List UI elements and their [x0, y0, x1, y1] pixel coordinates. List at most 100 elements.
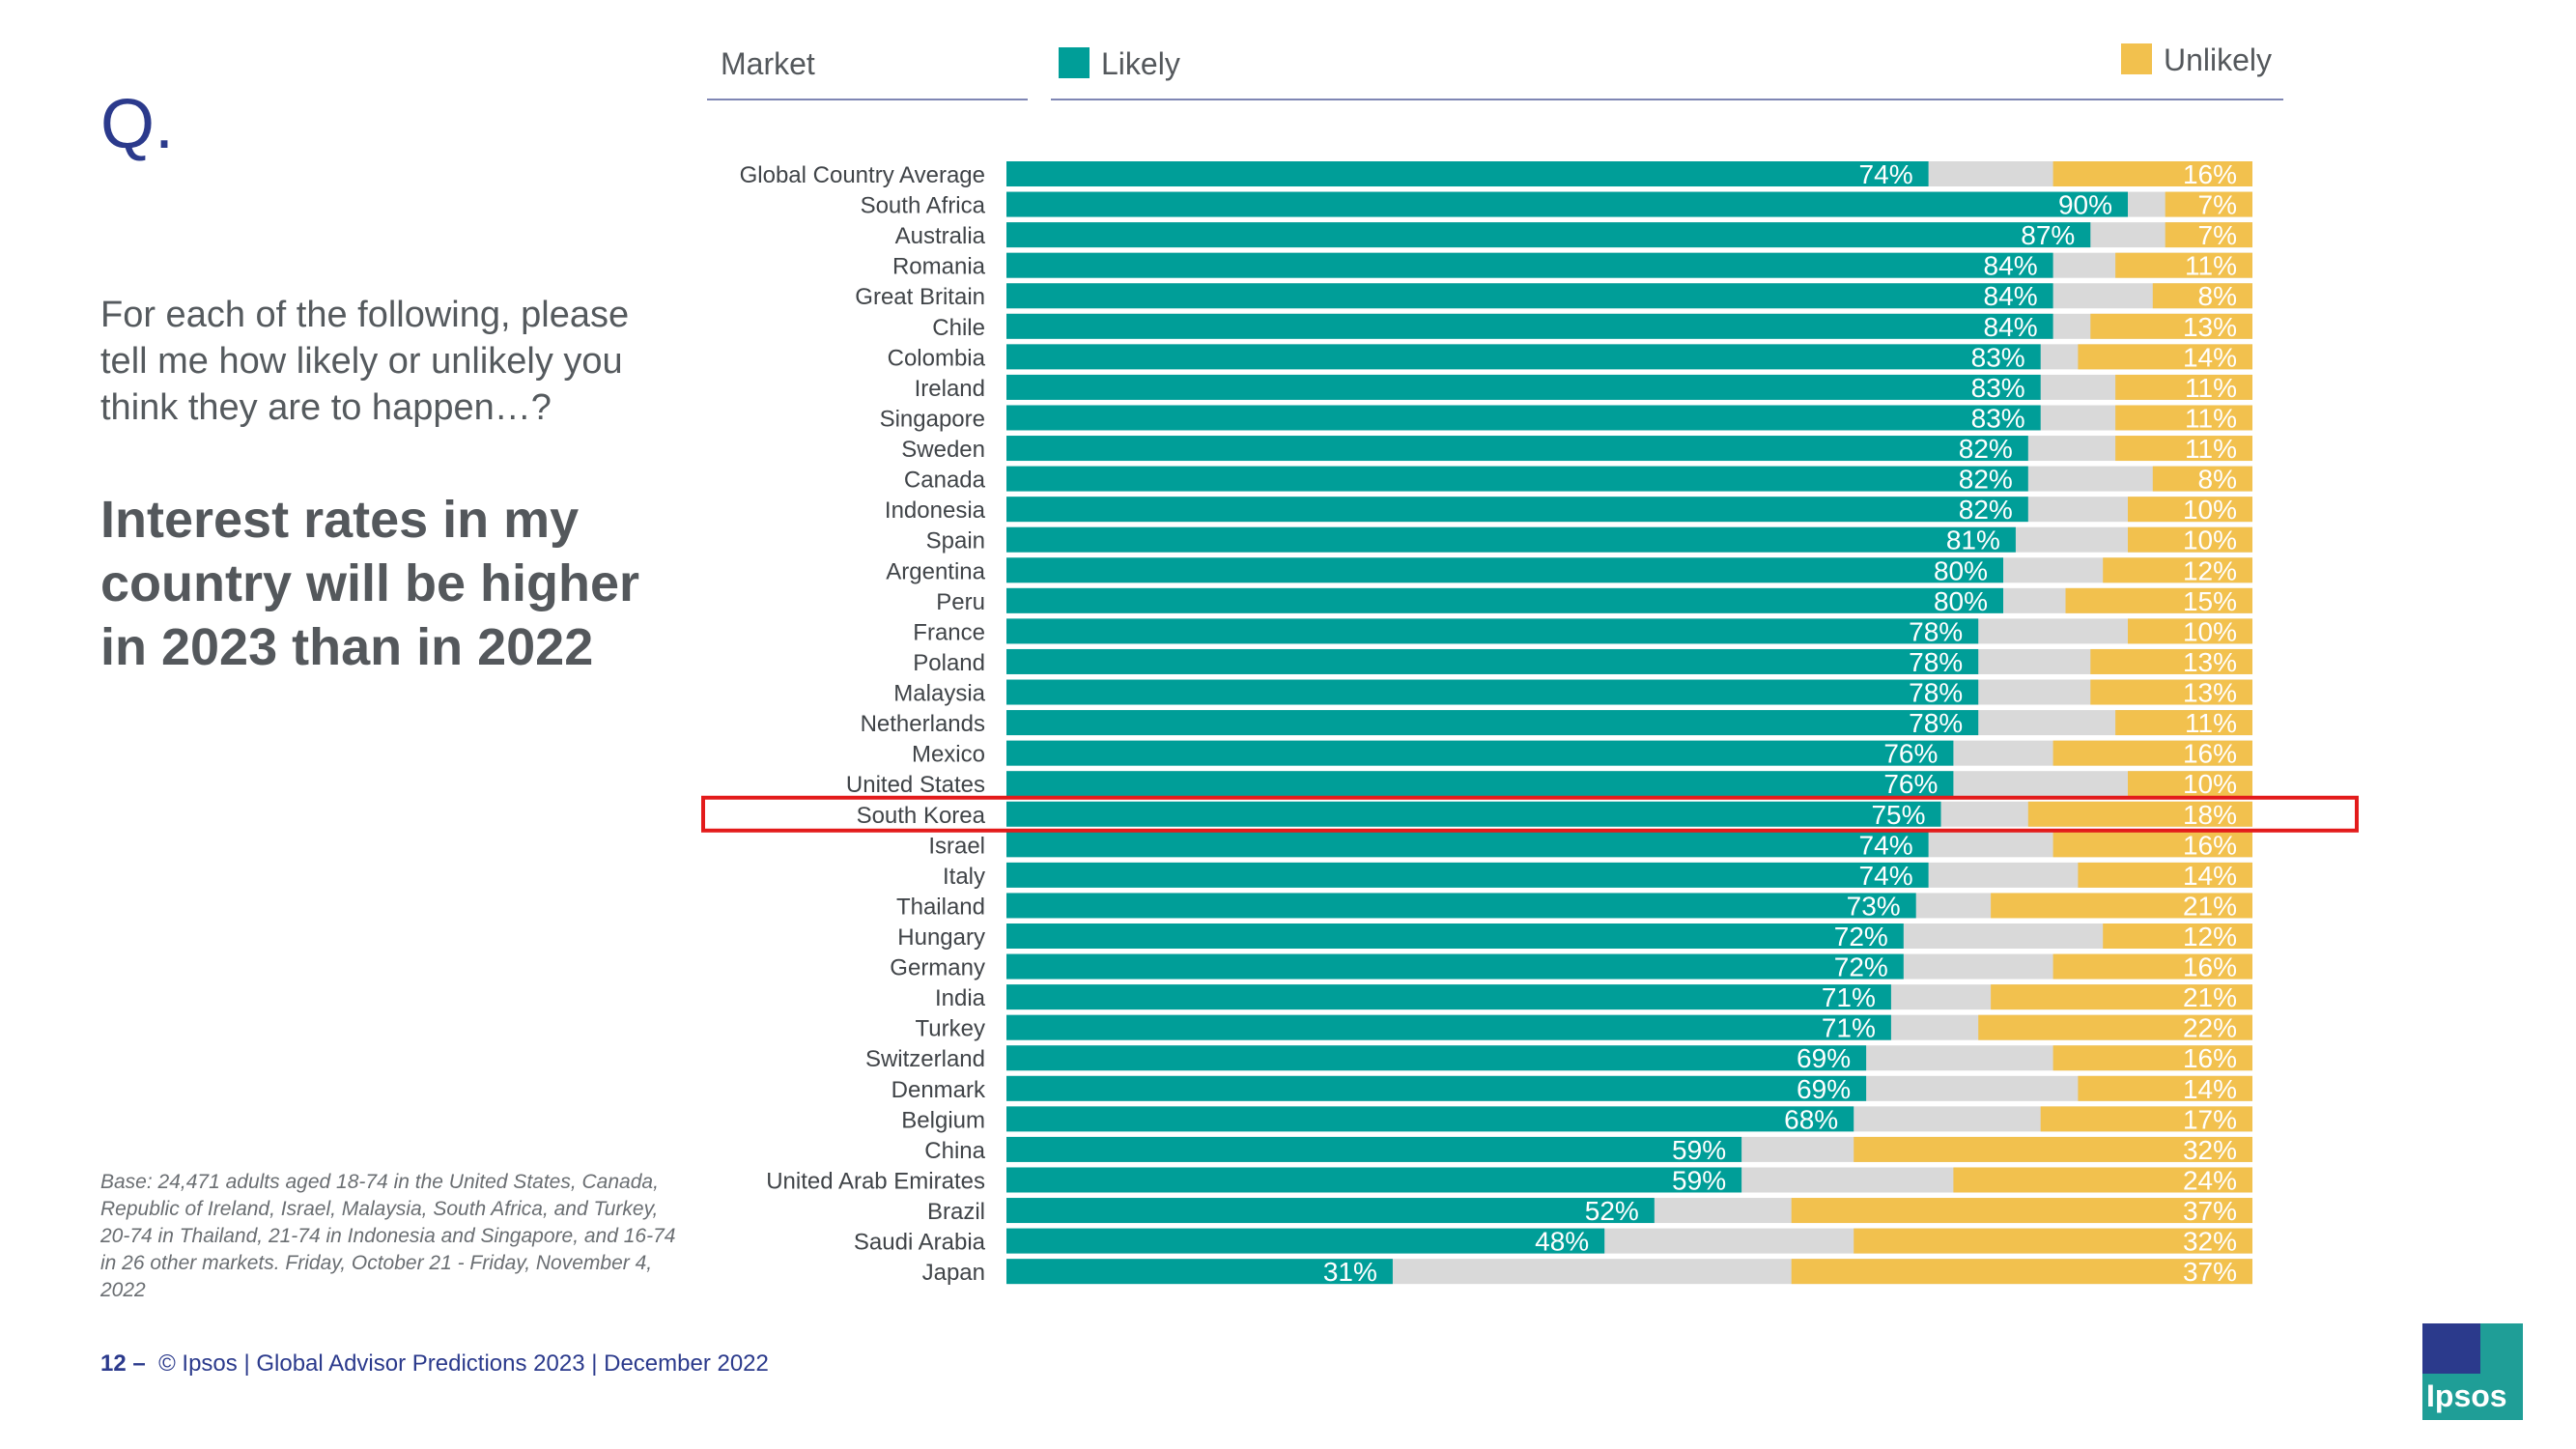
highlight-box [701, 795, 2359, 833]
footer: 12 – © Ipsos | Global Advisor Prediction… [100, 1350, 769, 1378]
unlikely-bar [2103, 923, 2252, 949]
likely-bar [1006, 161, 1929, 186]
likely-value-label: 74% [1859, 830, 1913, 860]
unlikely-bar [2152, 283, 2252, 309]
category-label: Israel [928, 833, 985, 859]
likely-value-label: 84% [1984, 312, 2038, 342]
likely-value-label: 83% [1971, 403, 2025, 433]
unlikely-value-label: 21% [2183, 891, 2237, 921]
likely-swatch-icon [1059, 47, 1090, 78]
category-label: Argentina [886, 558, 985, 584]
footer-text: © Ipsos | Global Advisor Predictions 202… [158, 1350, 769, 1377]
category-label: India [935, 985, 986, 1011]
category-label: Global Country Average [740, 162, 985, 188]
base-note: Base: 24,471 adults aged 18-74 in the Un… [100, 1171, 676, 1301]
category-label: South Korea [857, 803, 986, 829]
category-label: Saudi Arabia [854, 1230, 986, 1256]
unlikely-bar [2165, 191, 2252, 217]
likely-bar [1006, 252, 2053, 278]
unlikely-bar [2152, 466, 2252, 492]
category-label: Denmark [892, 1077, 986, 1103]
category-label: Peru [936, 589, 985, 615]
likely-bar [1006, 526, 2016, 553]
category-label: Switzerland [865, 1046, 985, 1072]
likely-bar [1006, 1136, 1742, 1162]
unlikely-bar [2052, 161, 2252, 186]
likely-value-label: 72% [1834, 952, 1888, 982]
likely-value-label: 68% [1784, 1104, 1838, 1134]
likely-value-label: 76% [1883, 739, 1938, 769]
category-label: Germany [890, 955, 985, 981]
unlikely-bar [1791, 1198, 2252, 1224]
unlikely-value-label: 13% [2183, 312, 2237, 342]
unlikely-value-label: 13% [2183, 647, 2237, 677]
likely-value-label: 78% [1909, 708, 1963, 738]
category-label: Japan [922, 1260, 985, 1286]
unlikely-value-label: 16% [2183, 1043, 2237, 1073]
unlikely-value-label: 17% [2183, 1104, 2237, 1134]
likely-value-label: 73% [1847, 891, 1901, 921]
unlikely-value-label: 10% [2183, 495, 2237, 525]
logo-text: Ipsos [2426, 1378, 2507, 1413]
likely-value-label: 78% [1909, 616, 1963, 646]
unlikely-value-label: 16% [2183, 739, 2237, 769]
likely-value-label: 78% [1909, 647, 1963, 677]
category-label: Belgium [901, 1107, 985, 1133]
unlikely-value-label: 18% [2183, 800, 2237, 830]
question-marker: Q. [100, 86, 175, 163]
statement-heading: Interest rates in my country will be hig… [100, 491, 640, 676]
unlikely-bar [2040, 1106, 2252, 1132]
category-label: Chile [932, 315, 985, 341]
unlikely-value-label: 7% [2198, 190, 2237, 220]
unlikely-value-label: 24% [2183, 1165, 2237, 1195]
likely-bar [1006, 801, 1941, 827]
unlikely-value-label: 14% [2183, 861, 2237, 891]
unlikely-bar [2128, 526, 2252, 553]
unlikely-bar [2128, 771, 2252, 797]
likely-bar [1006, 1106, 1854, 1132]
unlikely-value-label: 14% [2183, 342, 2237, 372]
likely-bar [1006, 405, 2041, 431]
likely-bar [1006, 1075, 1867, 1101]
category-label: Ireland [915, 376, 985, 402]
likely-bar [1006, 648, 1979, 674]
likely-value-label: 69% [1797, 1074, 1851, 1104]
likely-bar [1006, 710, 1979, 736]
likely-value-label: 59% [1672, 1135, 1726, 1165]
likely-value-label: 48% [1535, 1227, 1589, 1257]
unlikely-bar [1978, 1014, 2252, 1040]
unlikely-bar [2103, 557, 2252, 583]
likely-bar [1006, 679, 1979, 705]
category-label: South Africa [861, 193, 986, 219]
unlikely-bar [2052, 1045, 2252, 1071]
unlikely-bar [1791, 1259, 2252, 1285]
likely-bar [1006, 1045, 1867, 1071]
unlikely-value-label: 14% [2183, 1074, 2237, 1104]
likely-bar [1006, 191, 2128, 217]
category-label: Thailand [896, 894, 985, 920]
category-label: Romania [892, 254, 986, 280]
unlikely-value-label: 11% [2185, 251, 2237, 281]
unlikely-bar [2027, 801, 2252, 827]
likely-value-label: 84% [1984, 251, 2038, 281]
unlikely-bar [2090, 679, 2252, 705]
unlikely-value-label: 32% [2183, 1135, 2237, 1165]
likely-value-label: 83% [1971, 342, 2025, 372]
unlikely-bar [2115, 405, 2252, 431]
likely-value-label: 80% [1934, 586, 1988, 616]
likely-bar [1006, 466, 2028, 492]
unlikely-bar [1991, 893, 2252, 919]
category-label: Italy [943, 864, 985, 890]
unlikely-bar [2128, 497, 2252, 523]
unlikely-bar [2065, 587, 2252, 613]
ipsos-logo: Ipsos [2422, 1323, 2523, 1420]
legend-header-rule [1051, 99, 2283, 100]
unlikely-value-label: 11% [2185, 373, 2237, 403]
likely-value-label: 71% [1822, 1013, 1876, 1043]
likely-value-label: 71% [1822, 982, 1876, 1012]
likely-bar [1006, 497, 2028, 523]
category-label: Colombia [888, 345, 986, 371]
category-label: Mexico [912, 742, 985, 768]
likely-bar [1006, 923, 1904, 949]
